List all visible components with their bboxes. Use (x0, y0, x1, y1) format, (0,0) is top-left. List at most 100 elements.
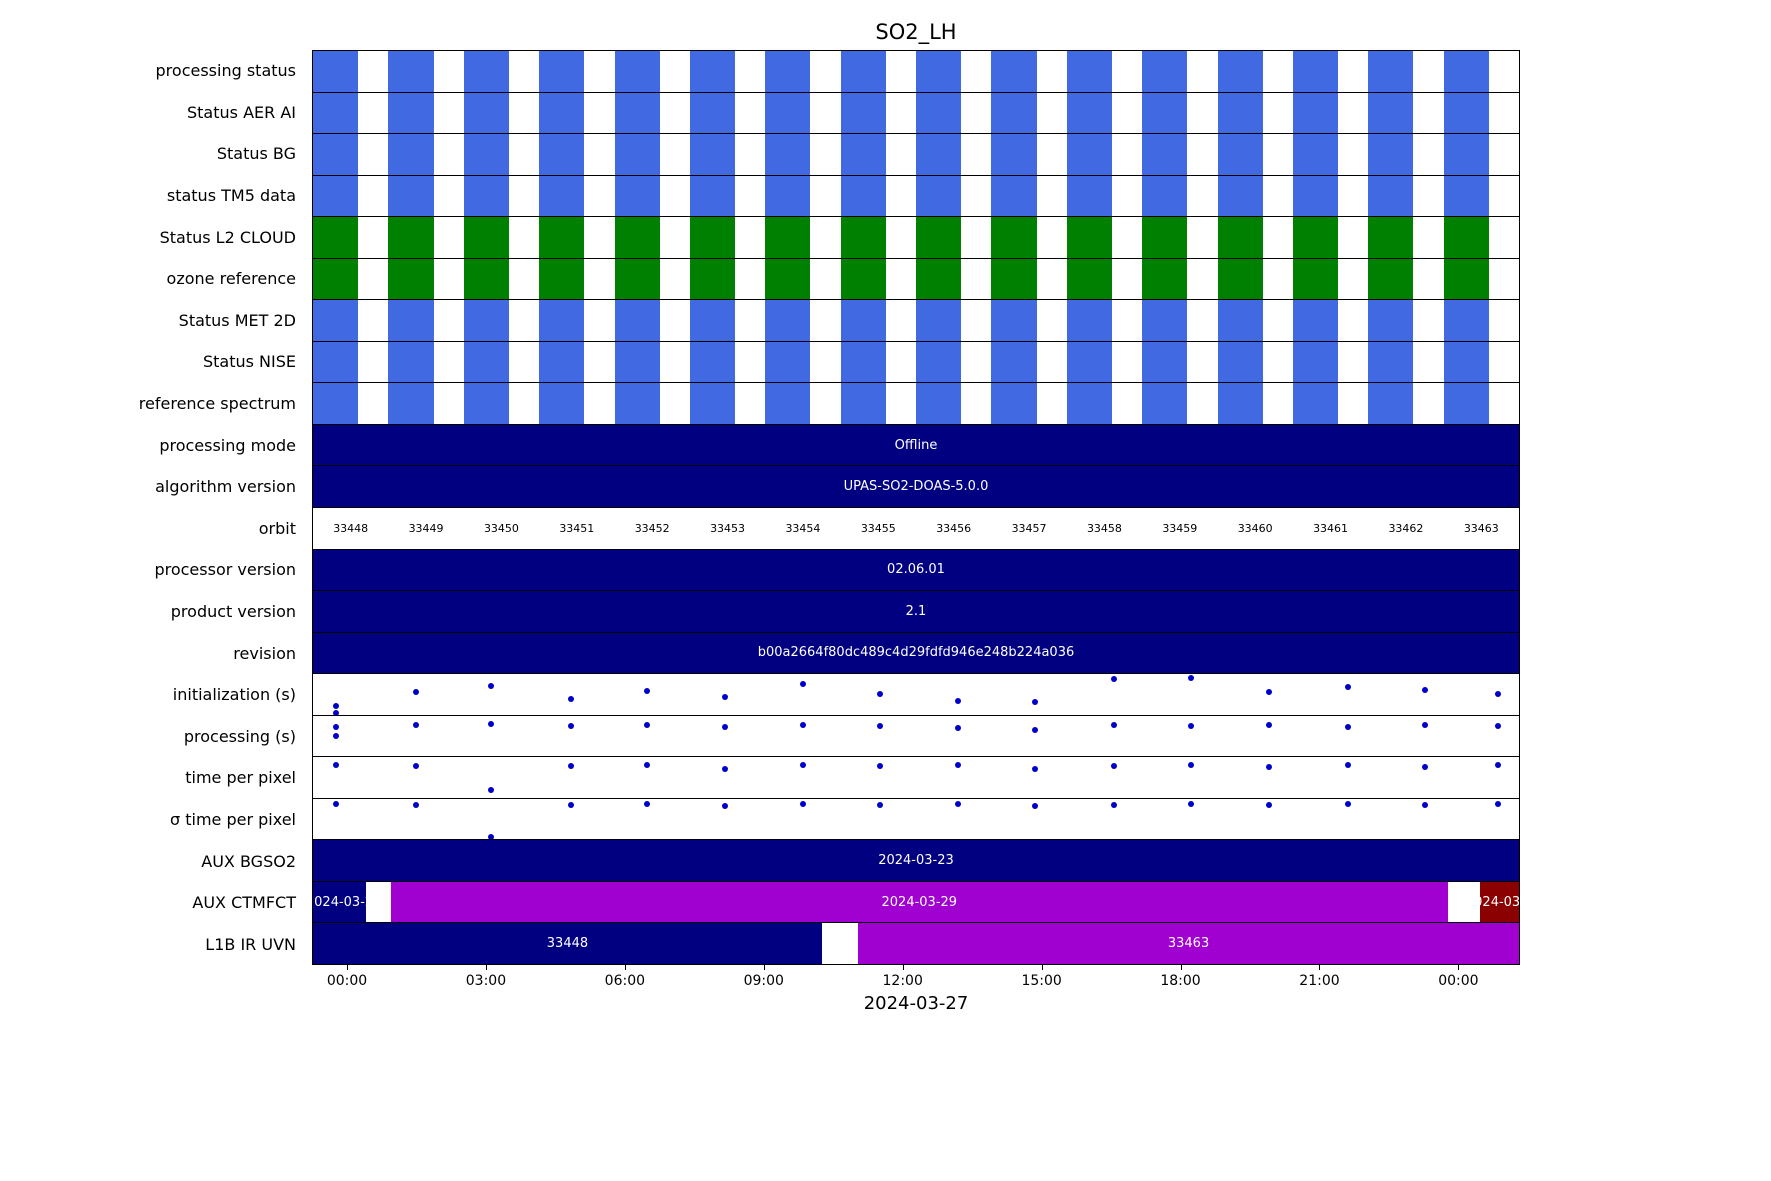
status-bar (765, 92, 811, 134)
x-tick-label: 18:00 (1160, 973, 1201, 989)
x-tick-label: 06:00 (604, 973, 646, 989)
status-bar (1066, 217, 1112, 258)
data-point (1344, 724, 1351, 731)
data-point (1032, 803, 1039, 810)
bar-cell (1142, 217, 1217, 258)
status-bar (539, 51, 585, 92)
bar-cell (916, 134, 991, 175)
status-bar (991, 134, 1037, 175)
bar-cell (916, 258, 991, 300)
data-point (644, 800, 651, 807)
data-point (1032, 726, 1039, 733)
bar-cell (1292, 92, 1368, 134)
row-label-processor-version: processor version (154, 560, 296, 580)
bar-cell (1368, 341, 1443, 383)
status-bar (840, 383, 886, 424)
status-bar (1368, 175, 1414, 217)
status-bar (614, 51, 660, 92)
bar-cell (539, 175, 614, 217)
status-bar (689, 217, 736, 258)
orbit-number: 33459 (1162, 521, 1198, 535)
row-status-nise (313, 341, 1519, 384)
status-bar (689, 92, 736, 134)
status-bar (539, 134, 585, 175)
bar-cell (1217, 175, 1293, 217)
orbit-cell: 33448 (313, 508, 388, 549)
data-point (722, 765, 729, 772)
row-status-aer-ai (313, 92, 1519, 135)
bar-cell (991, 134, 1066, 175)
bar-cell (463, 175, 539, 217)
status-bar (991, 300, 1037, 341)
bar-cell (614, 258, 690, 300)
status-bar (991, 175, 1037, 217)
bar-cell (388, 175, 463, 217)
data-point (955, 762, 962, 769)
status-bar (388, 217, 434, 258)
bar-cell (1217, 92, 1293, 134)
data-point (568, 722, 575, 729)
status-bar (1217, 51, 1263, 92)
orbit-number: 33455 (860, 521, 896, 535)
data-point (1110, 676, 1117, 683)
status-bar (1443, 383, 1489, 424)
bar-cell (313, 341, 388, 383)
bar-cell (689, 217, 765, 258)
orbit-number: 33457 (1011, 521, 1047, 535)
data-point (722, 693, 729, 700)
bar-cell (614, 383, 690, 424)
bar-cell (1066, 134, 1142, 175)
x-tick-label: 00:00 (1438, 973, 1479, 989)
status-bar (1443, 217, 1489, 258)
bar-cell (1292, 217, 1368, 258)
bar-cell (614, 175, 690, 217)
data-point (412, 801, 419, 808)
status-bar (1217, 258, 1263, 300)
status-bar (689, 134, 736, 175)
row-value: 2024-03-23 (878, 853, 954, 869)
data-point (1495, 800, 1502, 807)
status-bar (991, 92, 1037, 134)
bar-cell (313, 92, 388, 134)
status-bar (614, 341, 660, 383)
status-bar (1292, 175, 1339, 217)
bar-cell (765, 383, 840, 424)
timeline-segment: 33463 (858, 923, 1519, 965)
bar-cell (765, 217, 840, 258)
status-bar (916, 92, 962, 134)
orbit-cell: 33450 (464, 508, 539, 549)
data-point (1187, 675, 1194, 682)
status-bar (1292, 51, 1339, 92)
status-bar (539, 258, 585, 300)
data-point (488, 786, 495, 793)
row-status-tm5-data (313, 175, 1519, 218)
data-point (1032, 698, 1039, 705)
chart-title: SO2_LH (875, 20, 957, 44)
bar-cell (1368, 175, 1443, 217)
bar-cell (840, 383, 916, 424)
status-bar (1142, 92, 1188, 134)
row-revision: b00a2664f80dc489c4d29fdfd946e248b224a036 (313, 632, 1519, 675)
data-point (1421, 686, 1428, 693)
bar-cell (313, 383, 388, 424)
bar-cell (765, 175, 840, 217)
orbit-cell: 33454 (765, 508, 840, 549)
status-bar (1142, 217, 1188, 258)
status-bar (1292, 92, 1339, 134)
status-bar (1142, 300, 1188, 341)
data-point (488, 833, 495, 840)
row-label-initialization-s: initialization (s) (172, 685, 296, 705)
segment-label: 33448 (546, 936, 589, 952)
data-point (799, 800, 806, 807)
status-bar (689, 300, 736, 341)
status-bar (1292, 134, 1339, 175)
bar-cell (1368, 258, 1443, 300)
bar-cell (1142, 300, 1217, 341)
data-point (1032, 765, 1039, 772)
data-point (644, 721, 651, 728)
orbit-cell: 33451 (539, 508, 614, 549)
bar-cell (916, 217, 991, 258)
status-bar (388, 51, 434, 92)
data-point (332, 702, 339, 709)
row-label-status-met-2d: Status MET 2D (178, 310, 296, 330)
